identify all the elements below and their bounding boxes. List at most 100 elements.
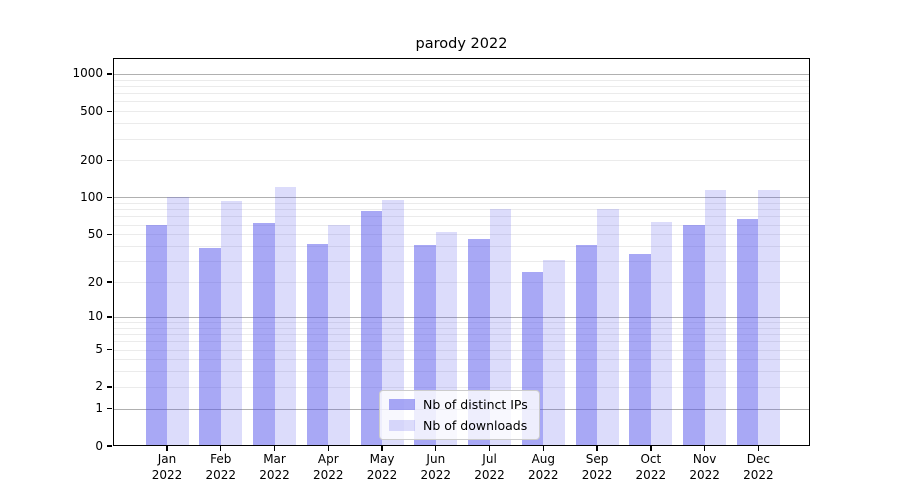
bar-distinct-ips: [629, 253, 651, 445]
x-tick-mark: [166, 446, 168, 451]
x-tick-label: Sep 2022: [581, 452, 613, 482]
bar-downloads: [704, 189, 727, 445]
x-tick-label: May 2022: [366, 452, 398, 482]
y-tick-label: 1000: [72, 66, 103, 81]
x-tick-mark: [596, 446, 598, 451]
legend-row-distinct-ips: Nb of distinct IPs: [389, 396, 528, 413]
y-tick-label: 500: [80, 103, 103, 118]
gridline-minor: [114, 371, 809, 373]
x-tick-mark: [488, 446, 491, 451]
x-tick-label: Apr 2022: [312, 452, 344, 482]
bar-distinct-ips: [683, 225, 705, 445]
legend-label-distinct-ips: Nb of distinct IPs: [423, 397, 528, 412]
y-tick-mark: [107, 73, 112, 75]
gridline-major: [114, 197, 809, 199]
y-tick-label: 10: [87, 309, 103, 324]
x-tick-label: Jun 2022: [420, 452, 452, 482]
gridline-minor: [114, 246, 809, 247]
bar-downloads: [489, 209, 512, 445]
x-tick-label: Oct 2022: [635, 452, 667, 482]
x-tick-mark: [381, 446, 383, 451]
bar-downloads: [328, 225, 350, 445]
gridline-minor: [114, 322, 809, 323]
y-tick-mark: [107, 110, 112, 112]
y-tick-mark: [107, 407, 112, 410]
gridline-major: [114, 316, 809, 318]
x-tick-mark: [650, 446, 652, 451]
y-tick-label: 100: [80, 189, 103, 204]
plot-area: [113, 58, 810, 446]
bar-downloads: [758, 189, 780, 445]
y-tick-mark: [107, 233, 112, 235]
gridline-minor: [114, 349, 809, 351]
legend-row-downloads: Nb of downloads: [389, 417, 528, 434]
legend-swatch-downloads: [389, 420, 415, 431]
gridline-minor: [114, 327, 809, 329]
y-tick-mark: [107, 386, 112, 388]
x-tick-mark: [327, 446, 329, 451]
y-tick-mark: [107, 316, 112, 318]
bar-distinct-ips: [253, 222, 275, 445]
gridline-minor: [114, 282, 809, 284]
y-tick-mark: [107, 281, 112, 283]
legend-label-downloads: Nb of downloads: [423, 418, 528, 433]
bar-distinct-ips: [145, 225, 167, 445]
bar-downloads: [167, 197, 189, 445]
x-tick-label: Jan 2022: [151, 452, 183, 482]
legend-swatch-distinct-ips: [389, 399, 415, 410]
y-tick-label: 200: [80, 152, 103, 167]
gridline-minor: [114, 359, 809, 361]
y-tick-mark: [107, 445, 112, 447]
gridline-minor: [114, 160, 809, 162]
gridline-minor: [114, 111, 809, 113]
x-tick-mark: [273, 446, 276, 451]
bar-downloads: [220, 200, 243, 445]
x-tick-label: Dec 2022: [743, 452, 774, 482]
x-tick-label: Jul 2022: [474, 452, 505, 482]
bar-downloads: [543, 260, 565, 445]
gridline-major: [114, 73, 809, 75]
y-tick-label: 2: [95, 379, 103, 394]
x-tick-mark: [220, 446, 222, 451]
bar-distinct-ips: [736, 219, 759, 445]
gridline-minor: [114, 85, 809, 87]
gridline-minor: [114, 234, 809, 236]
gridline-minor: [114, 123, 809, 125]
bar-downloads: [382, 199, 404, 445]
y-tick-label: 1: [95, 401, 103, 416]
bar-distinct-ips: [360, 211, 383, 445]
gridline-minor: [114, 209, 809, 211]
x-tick-label: Feb 2022: [205, 452, 237, 482]
y-tick-label: 5: [95, 342, 103, 356]
y-tick-mark: [107, 159, 112, 162]
gridline-minor: [114, 341, 809, 343]
gridline-minor: [114, 79, 809, 81]
y-tick-mark: [107, 196, 112, 199]
gridline-minor: [114, 93, 809, 95]
bar-downloads: [597, 209, 619, 445]
bar-downloads: [274, 186, 297, 445]
chart-title: parody 2022: [415, 36, 508, 52]
gridline-minor: [114, 138, 809, 140]
x-tick-label: Aug 2022: [528, 452, 559, 482]
gridline-minor: [114, 334, 809, 336]
x-tick-label: Nov 2022: [689, 452, 720, 482]
gridline-minor: [114, 101, 809, 103]
x-tick-mark: [757, 446, 760, 451]
x-tick-mark: [435, 446, 437, 451]
bar-distinct-ips: [575, 245, 598, 445]
bar-distinct-ips: [306, 243, 329, 445]
gridline-minor: [114, 386, 809, 388]
bar-distinct-ips: [199, 247, 221, 445]
y-tick-label: 50: [87, 226, 103, 241]
x-tick-mark: [703, 446, 706, 451]
chart-legend: Nb of distinct IPs Nb of downloads: [379, 390, 540, 440]
y-tick-label: 20: [87, 274, 103, 289]
gridline-minor: [114, 203, 809, 205]
bar-downloads: [650, 221, 673, 445]
gridline-minor: [114, 216, 809, 218]
y-tick-mark: [107, 348, 112, 351]
x-tick-label: Mar 2022: [259, 452, 290, 482]
x-tick-mark: [542, 446, 544, 451]
